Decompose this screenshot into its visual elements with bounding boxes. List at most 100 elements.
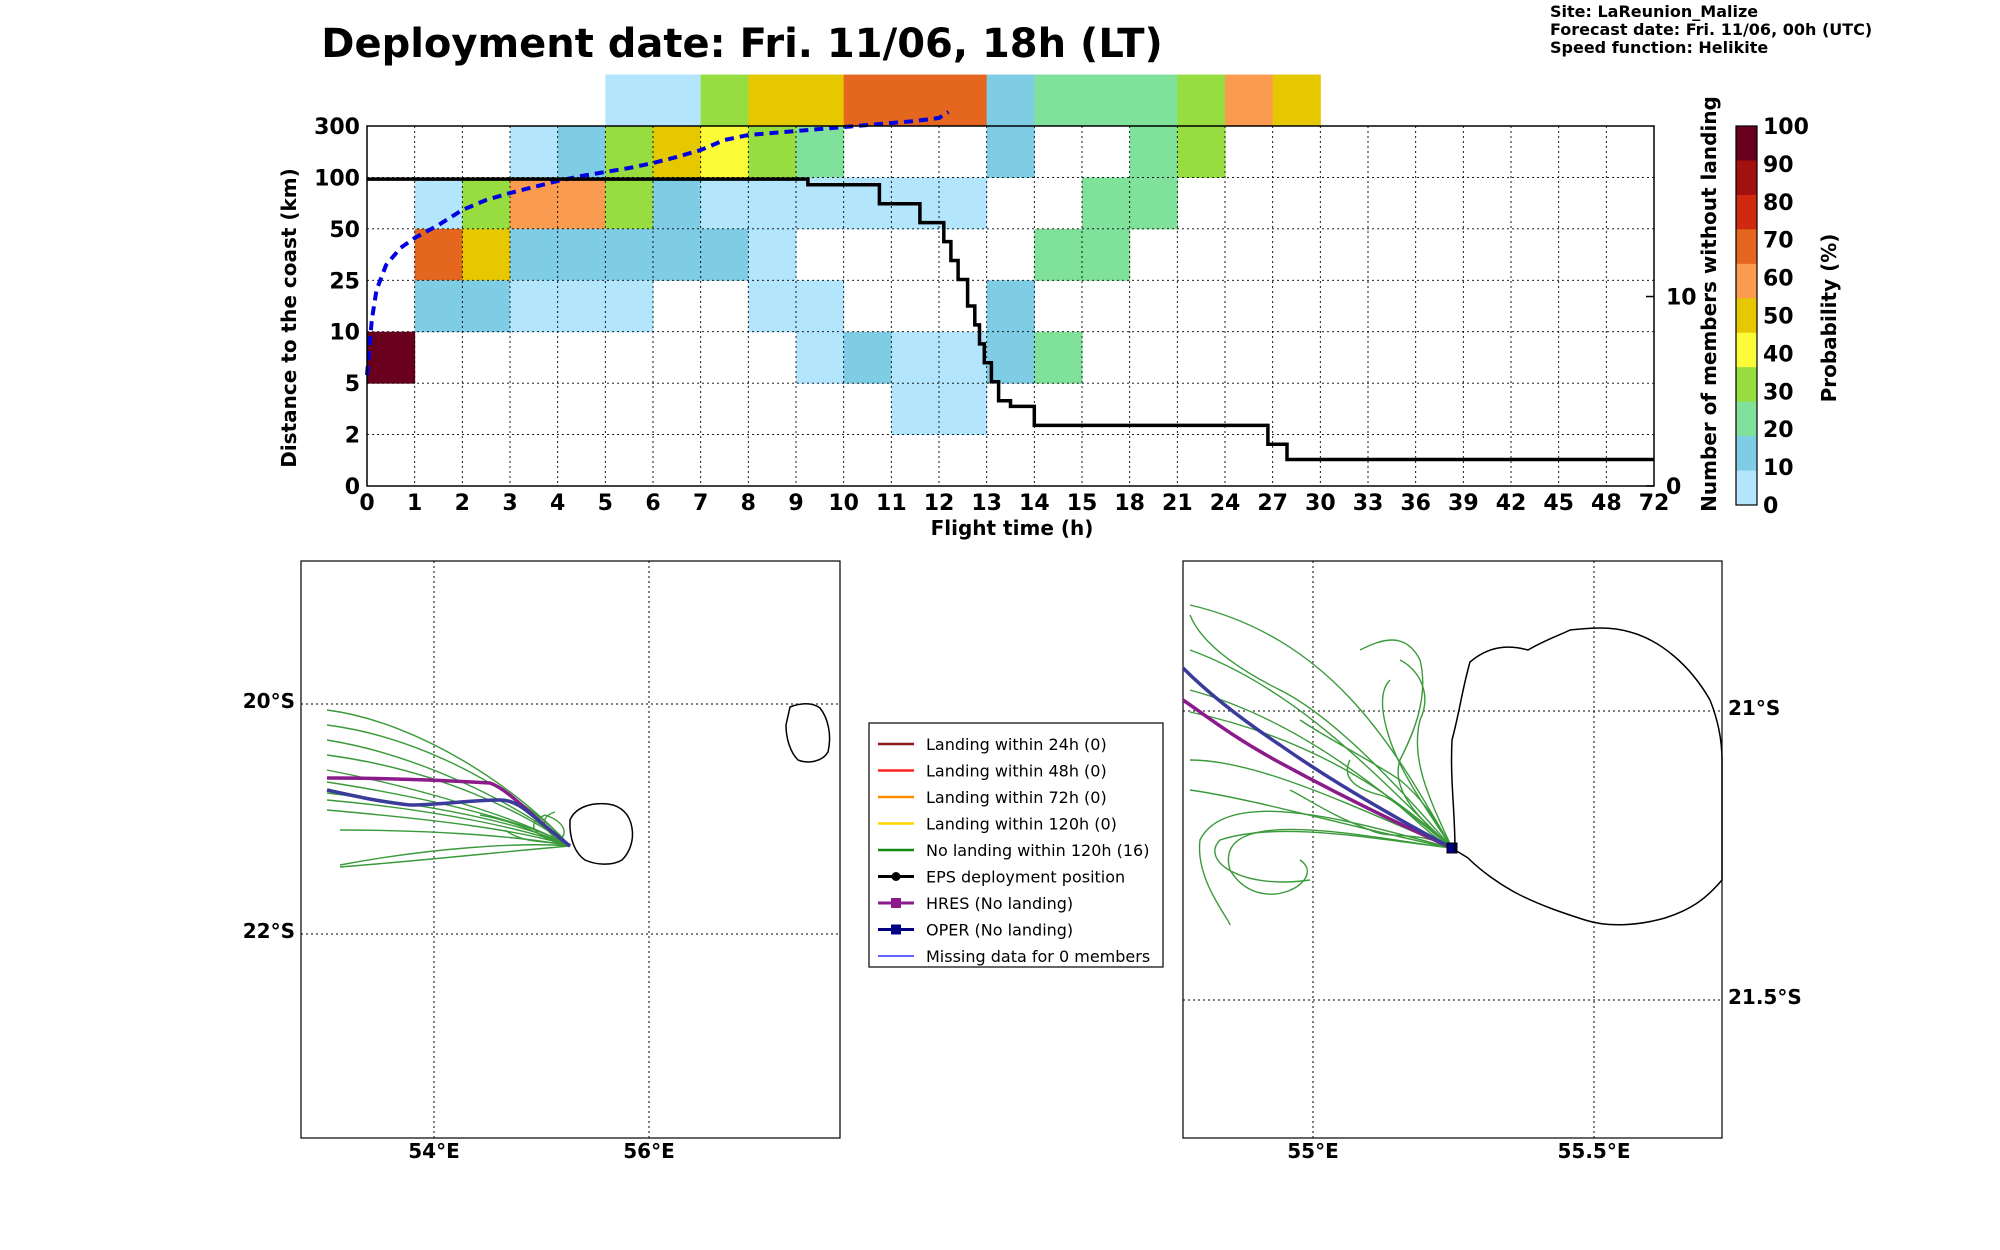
heatmap-cell: [1177, 126, 1226, 178]
left-map-lat-label-20: 20°S: [243, 689, 295, 713]
colorbar-segment: [1736, 194, 1757, 230]
colorbar-tick-label: 50: [1763, 305, 1794, 330]
heatmap-cell: [939, 383, 988, 436]
heatmap-cell: [1129, 74, 1178, 127]
right-map-oper-marker: [1446, 842, 1458, 854]
y-tick-label: 25: [329, 269, 360, 294]
legend-item: HRES (No landing): [878, 894, 1073, 913]
legend-item-label: OPER (No landing): [926, 921, 1073, 940]
probability-heatmap: 0 1 2 3 4 5 6 7 8 9 10 11 12 13 14 15 18 21 24 27 30 33 36 39 42…: [314, 74, 1697, 516]
heatmap-cell: [986, 331, 1035, 384]
legend-swatch-marker: [891, 924, 901, 935]
x-tick-label: 45: [1543, 491, 1574, 516]
x-tick-label: 6: [645, 491, 660, 516]
heatmap-cell: [557, 126, 606, 178]
right-map-eps-trajectories: [1189, 604, 1453, 926]
heatmap-cell: [510, 177, 559, 230]
x-tick-label: 9: [788, 491, 803, 516]
legend: Landing within 24h (0) Landing within 48h…: [868, 722, 1164, 968]
info-forecast-date: Forecast date: Fri. 11/06, 00h (UTC): [1550, 20, 1872, 39]
colorbar-tick-label: 40: [1763, 342, 1794, 367]
colorbar-segment: [1736, 160, 1757, 196]
right-map-oper-track: [1181, 666, 1453, 850]
heatmap-cell: [748, 74, 797, 127]
y2-tick-label: 0: [1666, 475, 1681, 500]
legend-item: Landing within 72h (0): [878, 788, 1107, 807]
heatmap-cell: [891, 74, 940, 127]
colorbar-segment: [1736, 470, 1757, 506]
info-speed-function: Speed function: Helikite: [1550, 38, 1768, 57]
heatmap-cell: [510, 280, 559, 333]
x-tick-label: 2: [455, 491, 470, 516]
legend-swatch-marker: [891, 898, 901, 908]
heatmap-cell: [1082, 74, 1131, 127]
legend-item-label: Landing within 48h (0): [926, 762, 1107, 781]
heatmap-cell: [1177, 74, 1226, 127]
legend-item: No landing within 120h (16): [878, 841, 1149, 860]
heatmap-cell: [414, 280, 463, 333]
x-tick-label: 13: [971, 491, 1002, 516]
x-tick-label: 15: [1067, 491, 1098, 516]
colorbar-segment: [1736, 332, 1757, 368]
heatmap-cell: [1272, 74, 1321, 127]
heatmap-cell: [462, 228, 511, 281]
x-tick-label: 24: [1210, 491, 1241, 516]
colorbar-tick-label: 0: [1763, 494, 1778, 519]
heatmap-cell: [414, 177, 463, 230]
heatmap-cell: [1129, 126, 1178, 178]
x-tick-label: 5: [598, 491, 613, 516]
colorbar-segment: [1736, 436, 1757, 472]
legend-item-label: No landing within 120h (16): [926, 841, 1149, 860]
left-map-mauritius-coastline: [785, 703, 831, 763]
y-tick-label: 50: [329, 218, 360, 243]
heatmap-cell: [557, 280, 606, 333]
heatmap-cell: [700, 177, 749, 230]
x-tick-label: 72: [1639, 491, 1670, 516]
left-map-reunion-coastline: [569, 802, 634, 865]
info-site: Site: LaReunion_Malize: [1550, 2, 1758, 21]
colorbar-tick-label: 30: [1763, 380, 1794, 405]
x-tick-label: 11: [876, 491, 907, 516]
heatmap-cell: [462, 177, 511, 230]
right-map-lon-label-55: 55°E: [1287, 1139, 1339, 1163]
x-tick-label: 10: [828, 491, 859, 516]
heatmap-cell: [557, 228, 606, 281]
heatmap-cell: [605, 177, 654, 230]
legend-item: OPER (No landing): [878, 921, 1073, 940]
y-tick-label: 300: [314, 115, 360, 140]
x-tick-label: 48: [1591, 491, 1622, 516]
heatmap-cell: [700, 228, 749, 281]
colorbar-tick-label: 10: [1763, 456, 1794, 481]
colorbar-segment: [1736, 367, 1757, 403]
heatmap-cell: [796, 280, 845, 333]
y-tick-label: 5: [345, 372, 360, 397]
heatmap-cell: [748, 177, 797, 230]
legend-item-label: Landing within 72h (0): [926, 788, 1107, 807]
heatmap-cell: [748, 280, 797, 333]
heatmap-cell: [939, 177, 988, 230]
x-tick-label: 12: [924, 491, 955, 516]
colorbar-tick-label: 80: [1763, 191, 1794, 216]
heatmap-cell: [653, 74, 702, 127]
heatmap-cell: [1034, 331, 1083, 384]
legend-item-label: Landing within 120h (0): [926, 815, 1117, 834]
legend-frame: [868, 722, 1164, 968]
left-map-lon-label-56: 56°E: [623, 1139, 675, 1163]
x-tick-label: 42: [1496, 491, 1527, 516]
heatmap-cell: [653, 177, 702, 230]
heatmap-cell: [462, 280, 511, 333]
colorbar: 0 10 20 30 40 50 60 70 80 90 100: [1735, 115, 1809, 519]
legend-item-label: EPS deployment position: [926, 868, 1125, 887]
figure-title: Deployment date: Fri. 11/06, 18h (LT): [321, 21, 1163, 67]
colorbar-segment: [1736, 263, 1757, 299]
right-map: 21°S 21.5°S 55°E 55.5°E: [1181, 560, 1802, 1163]
members-without-landing-line: [367, 177, 1654, 462]
legend-item: Landing within 48h (0): [878, 762, 1107, 781]
heatmap-cell: [1034, 74, 1083, 127]
y2-axis-label: Number of members without landing: [1697, 96, 1721, 512]
y-axis-label: Distance to the coast (km): [277, 168, 301, 468]
legend-item: Landing within 24h (0): [878, 735, 1107, 754]
x-tick-label: 8: [741, 491, 756, 516]
heatmap-cell: [605, 74, 654, 127]
